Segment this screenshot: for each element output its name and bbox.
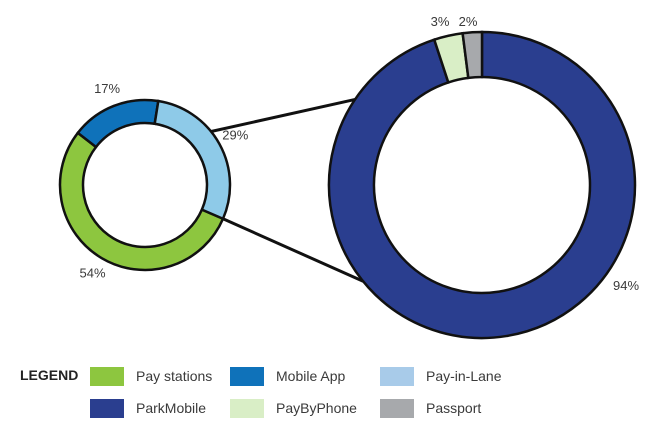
data-label-pay-in-lane: 29%	[222, 127, 248, 142]
legend-title: LEGEND	[20, 367, 79, 383]
slice-passport	[461, 30, 484, 80]
legend-item-paybyphone: PayByPhone	[230, 398, 357, 418]
legend-swatch-parkmobile	[90, 398, 124, 418]
legend-item-mobile-app: Mobile App	[230, 366, 345, 386]
legend-item-passport: Passport	[380, 398, 481, 418]
legend-swatch-mobile-app	[230, 366, 264, 386]
legend-swatch-passport	[380, 398, 414, 418]
legend: LEGEND Pay stations Mobile App Pay-in-La…	[20, 360, 640, 424]
connector-line-top	[210, 97, 356, 133]
legend-swatch-paybyphone	[230, 398, 264, 418]
legend-label-pay-in-lane: Pay-in-Lane	[426, 368, 502, 384]
legend-swatch-pay-stations	[90, 366, 124, 386]
legend-label-passport: Passport	[426, 400, 482, 416]
legend-label-paybyphone: PayByPhone	[276, 400, 357, 416]
legend-item-parkmobile: ParkMobile	[90, 398, 206, 418]
slice-pay-stations	[58, 131, 225, 272]
slice-mobile-app	[76, 98, 160, 149]
slice-pay-in-lane	[153, 99, 232, 221]
legend-item-pay-stations: Pay stations	[90, 366, 212, 386]
data-label-pay-stations: 54%	[80, 266, 106, 281]
legend-item-pay-in-lane: Pay-in-Lane	[380, 366, 502, 386]
data-label-mobile-app: 17%	[94, 81, 120, 96]
legend-label-mobile-app: Mobile App	[276, 368, 346, 384]
legend-label-parkmobile: ParkMobile	[136, 400, 207, 416]
legend-label-pay-stations: Pay stations	[136, 368, 213, 384]
data-label-parkmobile: 94%	[613, 278, 639, 293]
legend-swatch-pay-in-lane	[380, 366, 414, 386]
slice-parkmobile	[327, 30, 637, 340]
data-label-paybyphone: 3%	[431, 14, 450, 29]
connector-line-bottom	[222, 217, 364, 283]
data-label-passport: 2%	[459, 14, 478, 29]
